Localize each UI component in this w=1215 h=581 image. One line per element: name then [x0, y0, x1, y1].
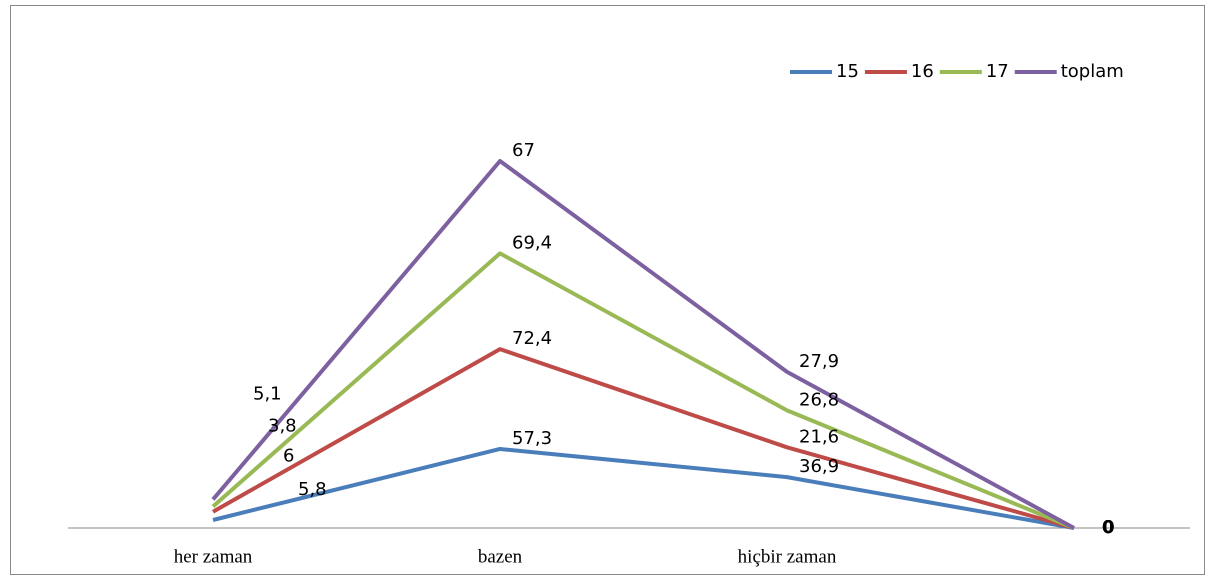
data-label: 0	[1102, 517, 1115, 538]
legend-label: toplam	[1061, 61, 1124, 82]
data-label: 21,6	[799, 426, 839, 447]
line	[212, 347, 1075, 530]
data-label: 27,9	[799, 351, 839, 372]
chart-border	[10, 5, 1205, 575]
line	[211, 251, 1075, 530]
x-tick-label: bazen	[478, 546, 523, 567]
legend-label: 16	[911, 61, 934, 82]
data-label: 0	[1102, 517, 1115, 538]
x-tick-label: her zaman	[174, 546, 253, 567]
x-tick-label: hiçbir zaman	[738, 546, 837, 567]
line	[212, 446, 1075, 530]
data-label: 72,4	[512, 328, 552, 349]
legend-label: 17	[986, 61, 1009, 82]
data-label: 69,4	[512, 232, 552, 253]
line	[211, 159, 1075, 530]
data-label: 26,8	[799, 389, 839, 410]
data-label: 6	[283, 446, 294, 467]
data-label: 5,8	[298, 479, 327, 500]
legend-label: 15	[836, 61, 859, 82]
data-label: 0	[1102, 517, 1115, 538]
data-label: 5,1	[253, 383, 282, 404]
data-label: 36,9	[799, 456, 839, 477]
data-label: 67	[512, 140, 535, 161]
data-label: 57,3	[512, 428, 552, 449]
data-label: 3,8	[268, 415, 297, 436]
data-label: 0	[1102, 517, 1115, 538]
